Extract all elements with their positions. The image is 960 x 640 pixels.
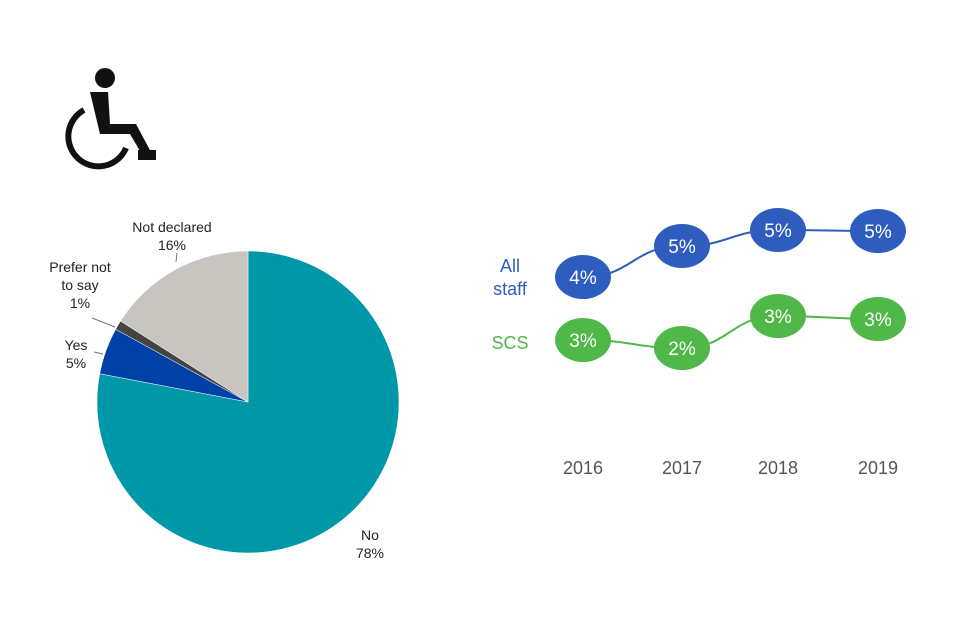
series-1-label-2018: 3%: [764, 307, 792, 328]
pie-leader-not-declared: [175, 252, 178, 263]
wheelchair-icon: [65, 68, 156, 170]
x-tick-2018: 2018: [758, 458, 798, 478]
pie-label-not-declared: Not declared 16%: [132, 219, 211, 253]
series-line-1: [582, 314, 879, 350]
series-1-label-2017: 2%: [668, 339, 696, 360]
series-0-point-2018: [750, 208, 806, 252]
pie-slice-not-declared: [120, 250, 249, 403]
series-0-point-2017: [654, 224, 710, 268]
pie-label-no: No 78%: [356, 527, 384, 561]
series-0-point-2019: [850, 209, 906, 253]
series-1-label-2019: 3%: [864, 310, 892, 331]
series-name-0: All staff: [493, 256, 528, 299]
pie-leader-prefer-not-to-say: [91, 317, 116, 328]
series-name-1: SCS: [491, 333, 528, 353]
x-tick-2019: 2019: [858, 458, 898, 478]
series-0-label-2017: 5%: [668, 237, 696, 258]
line-chart: 4% 5% 5% 5% All staff 3% 2% 3% 3% SCS 2016 2017 2018 2…: [491, 208, 906, 478]
series-1-point-2017: [654, 326, 710, 370]
series-0-label-2016: 4%: [569, 268, 597, 289]
pie-chart: No 78% Yes 5% Prefer not to say 1% Not declared…: [49, 219, 400, 561]
series-1-label-2016: 3%: [569, 331, 597, 352]
series-1-point-2019: [850, 297, 906, 341]
pie-slice-no: [96, 250, 400, 554]
series-0-label-2019: 5%: [864, 222, 892, 243]
series-0-point-2016: [555, 255, 611, 299]
series-1-point-2016: [555, 318, 611, 362]
series-0-label-2018: 5%: [764, 221, 792, 242]
x-tick-2016: 2016: [563, 458, 603, 478]
series-line-0: [582, 228, 879, 278]
pie-label-prefer-not-to-say: Prefer not to say 1%: [49, 259, 111, 311]
pie-label-yes: Yes 5%: [65, 337, 88, 371]
x-tick-2017: 2017: [662, 458, 702, 478]
pie-leader-yes: [93, 351, 104, 355]
series-1-point-2018: [750, 294, 806, 338]
